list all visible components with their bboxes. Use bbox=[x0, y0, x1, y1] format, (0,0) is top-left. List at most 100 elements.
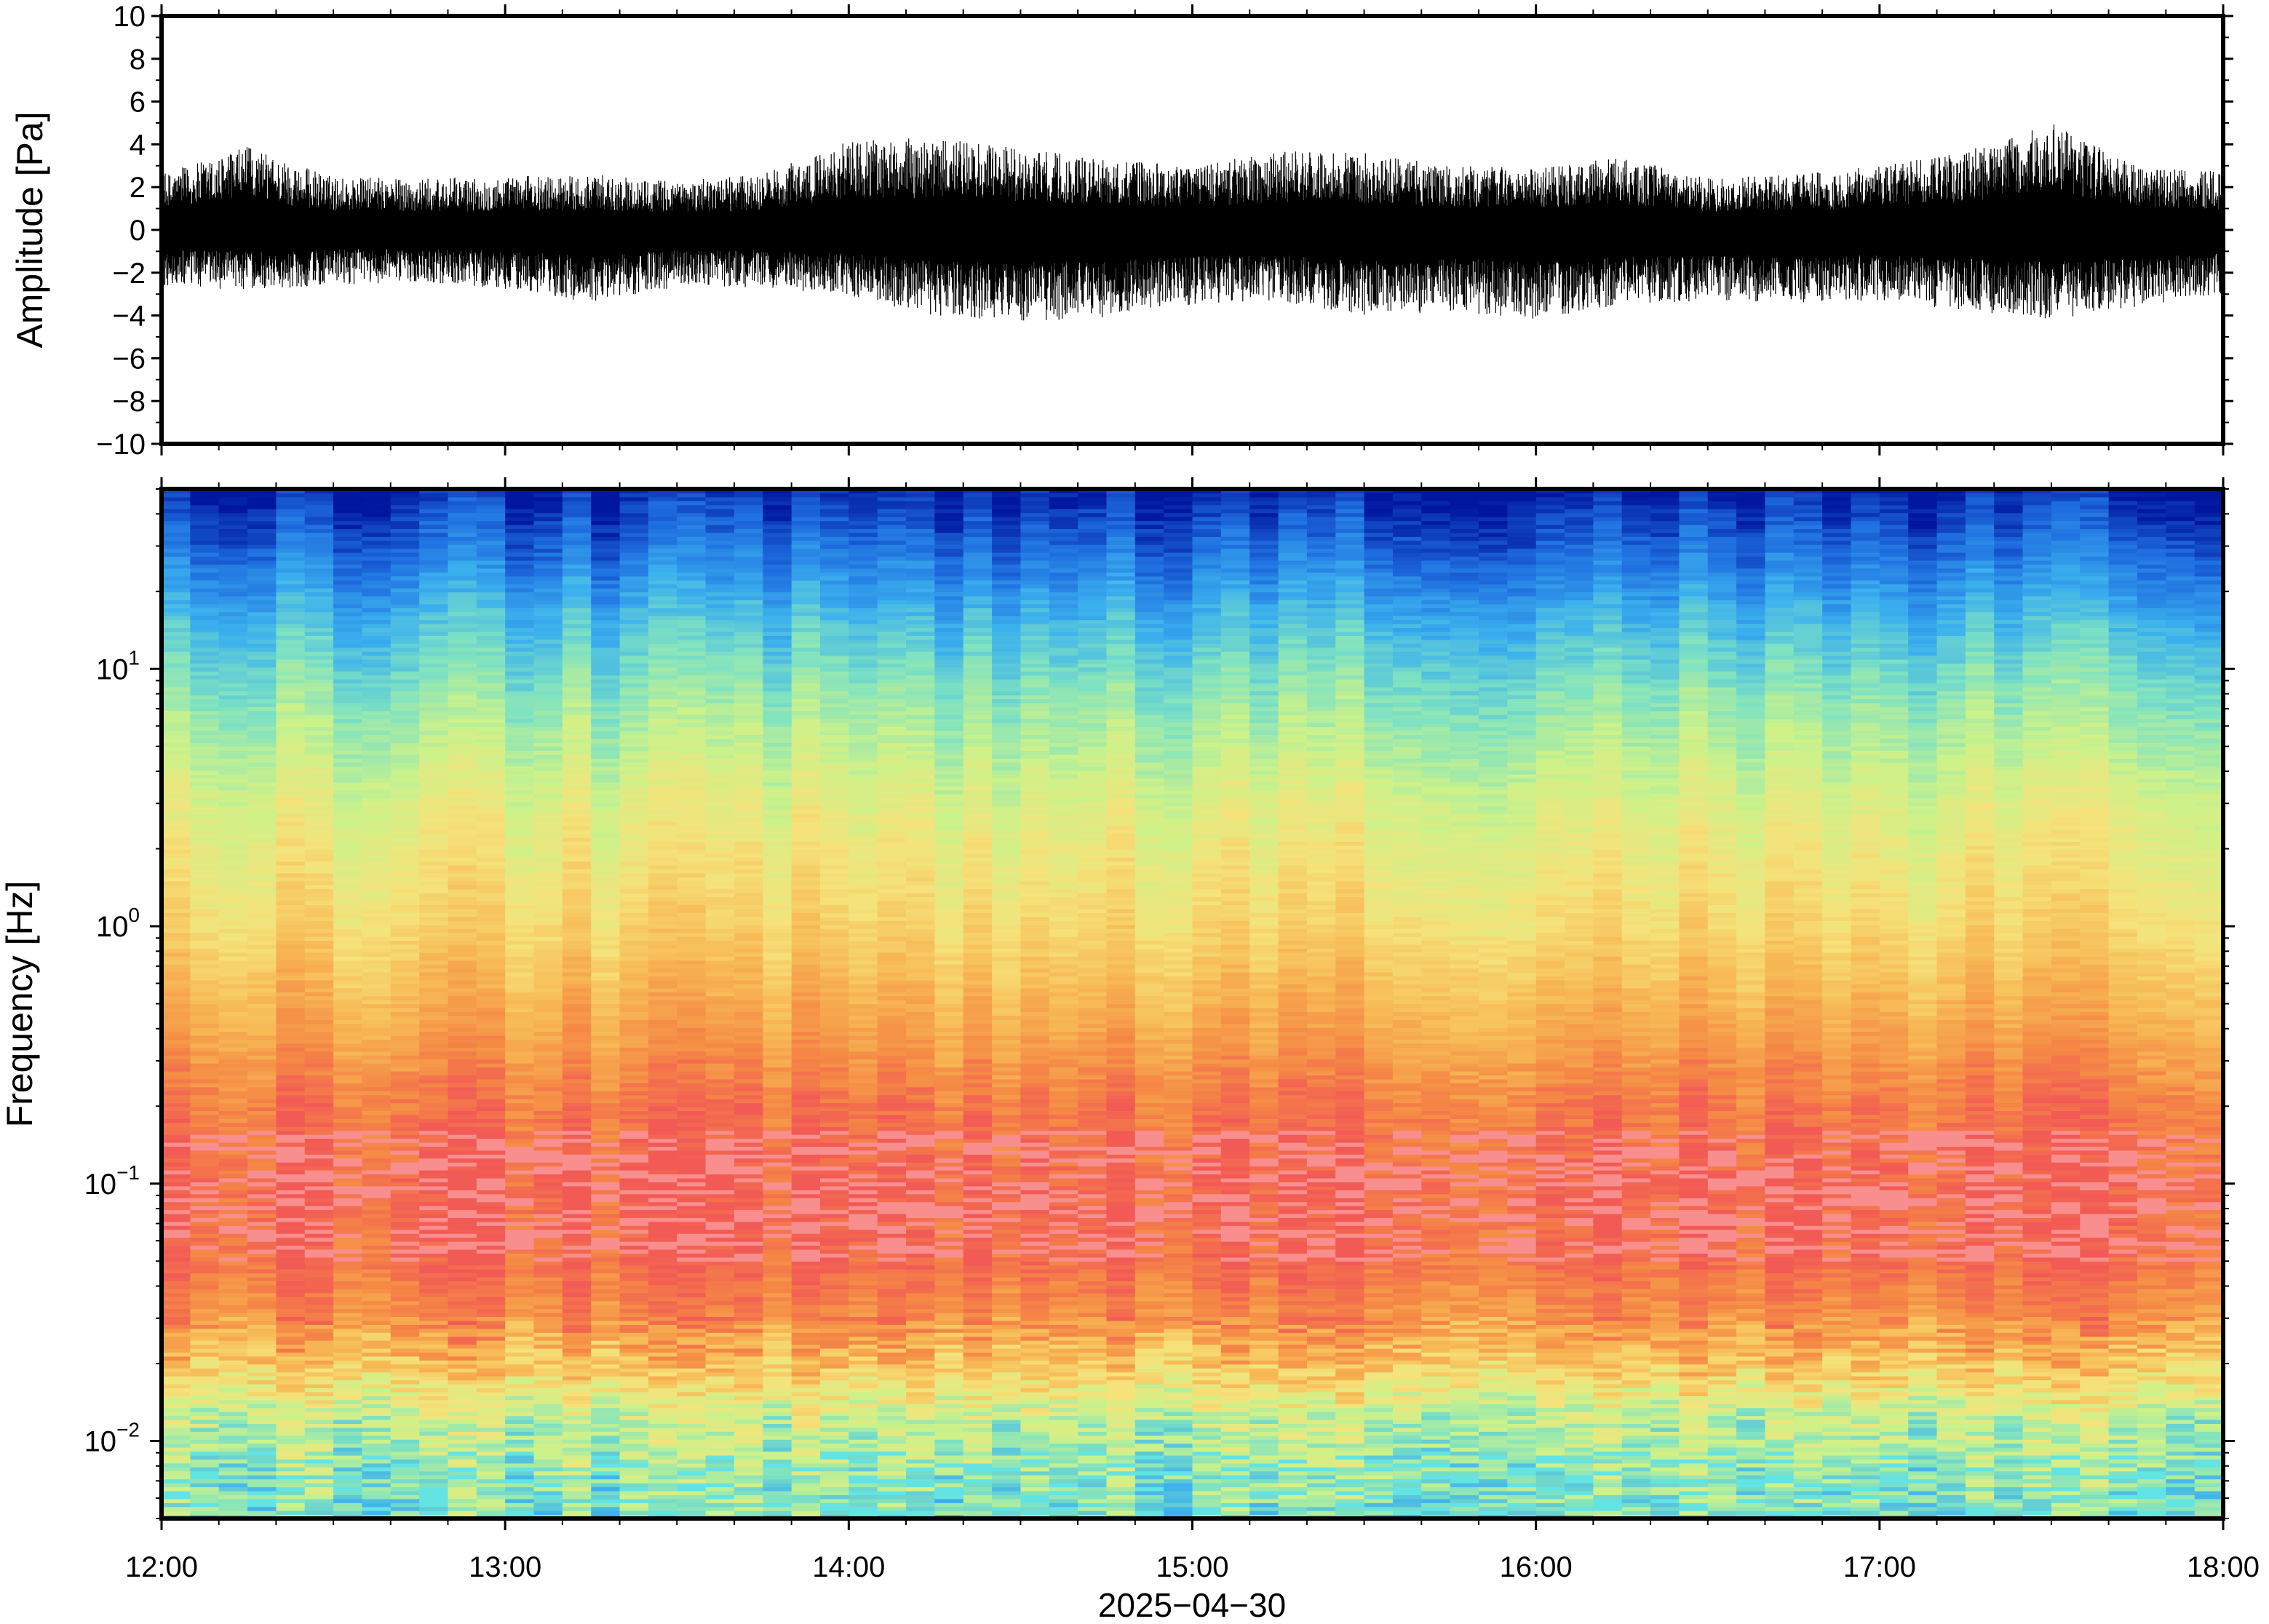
spectrogram-cell bbox=[992, 1273, 1022, 1278]
spectrogram-cell bbox=[849, 1324, 878, 1329]
spectrogram-cell bbox=[533, 1412, 563, 1417]
spectrogram-cell bbox=[1364, 1289, 1394, 1294]
spectrogram-cell bbox=[1306, 1284, 1336, 1289]
spectrogram-cell bbox=[362, 1486, 392, 1492]
spectrogram-cell bbox=[1621, 1332, 1651, 1337]
spectrogram-cell bbox=[333, 1439, 363, 1444]
spectrogram-cell bbox=[448, 1324, 477, 1329]
spectrogram-cell bbox=[190, 1277, 220, 1282]
spectrogram-cell bbox=[1106, 1297, 1136, 1302]
spectrogram-cell bbox=[1822, 1478, 1852, 1484]
spectrogram-cell bbox=[1908, 1412, 1938, 1417]
spectrogram-cell bbox=[1565, 1467, 1594, 1472]
spectrogram-cell bbox=[1908, 1510, 1938, 1516]
spectrogram-cell bbox=[1593, 1412, 1623, 1417]
spectrogram-cell bbox=[1421, 1435, 1451, 1440]
spectrogram-cell bbox=[2080, 1396, 2110, 1401]
spectrogram-cell bbox=[1507, 1324, 1537, 1329]
spectrogram-cell bbox=[591, 1372, 621, 1377]
spectrogram-cell bbox=[2080, 1292, 2110, 1297]
spectrogram-cell bbox=[1078, 1265, 1108, 1270]
spectrogram-cell bbox=[1535, 1273, 1565, 1278]
spectrogram-cell bbox=[218, 1443, 248, 1448]
spectrogram-cell bbox=[1078, 1352, 1108, 1357]
spectrogram-cell bbox=[476, 1328, 506, 1333]
spectrogram-cell bbox=[1679, 1506, 1709, 1511]
spectrogram-cell bbox=[562, 1443, 592, 1448]
spectrogram-cell bbox=[1134, 1412, 1164, 1417]
spectrogram-cell bbox=[1020, 1284, 1050, 1289]
spectrogram-cell bbox=[963, 1257, 993, 1262]
spectrogram-cell bbox=[562, 1284, 592, 1289]
spectrogram-cell bbox=[1679, 1340, 1709, 1345]
spectrogram-cell bbox=[1765, 1427, 1795, 1432]
spectrogram-cell bbox=[1822, 1316, 1852, 1321]
spectrogram-cell bbox=[1879, 1494, 1909, 1500]
spectrogram-cell bbox=[1679, 1368, 1709, 1373]
spectrogram-cell bbox=[1851, 1336, 1880, 1341]
spectrogram-cell bbox=[1994, 1467, 2024, 1472]
spectrogram-cell bbox=[1822, 1404, 1852, 1409]
spectrogram-cell bbox=[1335, 1462, 1365, 1468]
spectrogram-cell bbox=[2137, 1451, 2166, 1456]
spectrogram-cell bbox=[1078, 1419, 1108, 1424]
spectrogram-cell bbox=[1965, 1383, 1995, 1388]
spectrogram-cell bbox=[619, 1451, 649, 1456]
spectrogram-cell bbox=[1049, 1269, 1078, 1274]
spectrogram-cell bbox=[333, 1352, 363, 1357]
spectrogram-cell bbox=[304, 1459, 334, 1464]
spectrogram-cell bbox=[1736, 1443, 1766, 1448]
spectrogram-cell bbox=[2137, 1313, 2166, 1318]
spectrogram-cell bbox=[1106, 1257, 1136, 1262]
spectrogram-cell bbox=[190, 1273, 220, 1278]
spectrogram-cell bbox=[763, 1510, 792, 1516]
spectrogram-cell bbox=[1936, 1498, 1966, 1503]
spectrogram-cell bbox=[1335, 1253, 1365, 1258]
spectrogram-cell bbox=[1335, 1494, 1365, 1500]
spectrogram-cell bbox=[1078, 1289, 1108, 1294]
spectrogram-cell bbox=[562, 1360, 592, 1365]
spectrogram-cell bbox=[1078, 1494, 1108, 1500]
spectrogram-cell bbox=[906, 1502, 935, 1508]
spectrogram-cell bbox=[1478, 1348, 1508, 1353]
spectrogram-cell bbox=[677, 1316, 707, 1321]
spectrogram-cell bbox=[1421, 1261, 1451, 1266]
spectrogram-cell bbox=[562, 1490, 592, 1495]
spectrogram-cell bbox=[419, 1407, 449, 1412]
spectrogram-cell bbox=[2137, 1490, 2166, 1495]
spectrogram-cell bbox=[276, 1292, 306, 1297]
spectrogram-cell bbox=[1650, 1431, 1680, 1436]
spectrogram-cell bbox=[162, 1257, 191, 1262]
spectrogram-cell bbox=[791, 1498, 821, 1503]
spectrogram-cell bbox=[2108, 1490, 2138, 1495]
spectrogram-cell bbox=[1736, 1265, 1766, 1270]
spectrogram-cell bbox=[819, 1269, 849, 1274]
spectrogram-cell bbox=[1134, 1399, 1164, 1404]
spectrogram-cell bbox=[619, 1447, 649, 1452]
spectrogram-cell bbox=[734, 1289, 763, 1294]
spectrogram-cell bbox=[1164, 1431, 1193, 1436]
spectrogram-cell bbox=[877, 1368, 907, 1373]
spectrogram-cell bbox=[247, 1412, 277, 1417]
spectrogram-cell bbox=[591, 1404, 621, 1409]
spectrogram-cell bbox=[247, 1289, 277, 1294]
spectrogram-cell bbox=[162, 1273, 191, 1278]
spectrogram-cell bbox=[476, 1269, 506, 1274]
spectrogram-cell bbox=[1392, 1292, 1422, 1297]
spectrogram-cell bbox=[906, 1462, 935, 1468]
spectrogram-cell bbox=[1049, 1376, 1078, 1381]
spectrogram-cell bbox=[906, 1352, 935, 1357]
spectrogram-cell bbox=[1565, 1328, 1594, 1333]
spectrogram-cell bbox=[1936, 1459, 1966, 1464]
spectrogram-cell bbox=[2166, 1490, 2196, 1495]
spectrogram-cell bbox=[533, 1431, 563, 1436]
spectrogram-cell bbox=[1106, 1388, 1136, 1393]
spectrogram-cell bbox=[390, 1439, 420, 1444]
spectrogram-cell bbox=[218, 1506, 248, 1511]
spectrogram-cell bbox=[791, 1336, 821, 1341]
spectrogram-cell bbox=[1134, 1328, 1164, 1333]
spectrogram-cell bbox=[1736, 1391, 1766, 1396]
spectrogram-cell bbox=[934, 1324, 964, 1329]
spectrogram-cell bbox=[1707, 1297, 1737, 1302]
